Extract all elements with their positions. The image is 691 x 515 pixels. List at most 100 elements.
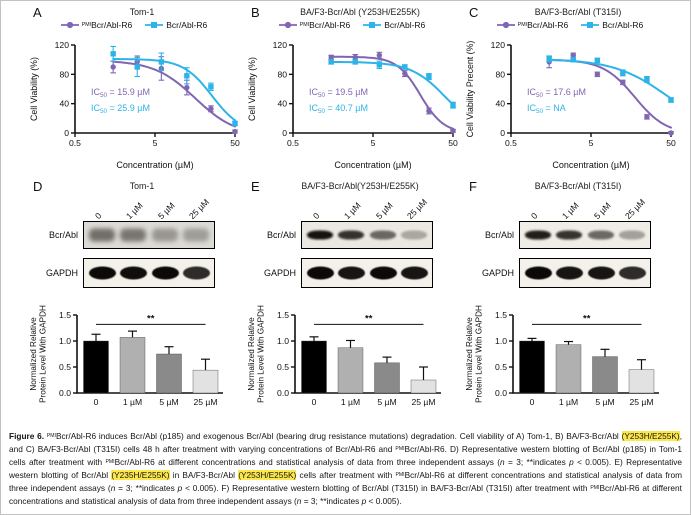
caption-segment: = 3; **indicates	[504, 457, 570, 467]
data-point	[110, 64, 116, 70]
blot-membrane	[301, 258, 433, 288]
svg-text:120: 120	[491, 40, 506, 50]
blot-row-label: GAPDH	[481, 268, 514, 278]
bar-category-label: 1 µM	[559, 397, 578, 407]
bar-category-label: 25 µM	[629, 397, 653, 407]
bar	[410, 379, 437, 394]
ic50-annotation: IC50 = 19.5 µM	[309, 87, 368, 99]
caption-segment: PMI	[395, 471, 405, 478]
data-point	[184, 84, 190, 91]
x-axis-label: Concentration (µM)	[116, 160, 193, 170]
bar	[192, 369, 219, 394]
legend-label: Bcr/Abl-R6	[602, 20, 644, 30]
panel-e: E BA/F3-Bcr/Abl(Y253H/E255K) 0 1 µM 5 µM 25…	[245, 179, 459, 429]
protein-band	[525, 230, 551, 240]
y-axis-label: Cell Viability Precent (%)	[465, 41, 475, 138]
lane-label: 1 µM	[342, 200, 363, 221]
bar-chart: 0.0 0.5 1.0 1.5 0 1 µM 5 µM 25 µM ** Normalized R…	[27, 297, 241, 427]
panel-letter: D	[33, 179, 43, 194]
blot-row: GAPDH	[27, 258, 241, 288]
caption-segment: Bcr/Abl-R6. D) Representative western bl…	[9, 444, 682, 467]
significance-label: **	[583, 313, 591, 324]
western-blot: 0 1 µM 5 µM 25 µM Bcr/Abl GAPDH	[27, 192, 241, 288]
x-axis-label: Concentration (µM)	[334, 160, 411, 170]
bar-category-label: 1 µM	[341, 397, 360, 407]
bar	[628, 369, 655, 394]
svg-text:40: 40	[59, 99, 69, 109]
bar	[301, 340, 327, 394]
panel-b: B BA/F3-Bcr/Abl (Y253H/E255K) PMIBcr/Abl…	[245, 5, 459, 175]
svg-text:0: 0	[282, 128, 287, 138]
panel-e-header: E BA/F3-Bcr/Abl(Y253H/E255K)	[245, 179, 459, 194]
svg-text:50: 50	[666, 138, 676, 148]
ic50-annotation: IC50 = 15.9 µM	[91, 87, 150, 99]
dose-response-chart: 0 40 80 120 0.5 5 50 Cell Viability (%) Concentr…	[27, 31, 241, 171]
y-axis-label: Protein Level With GAPDH	[257, 305, 266, 403]
data-point	[402, 64, 408, 70]
caption-segment: (Y253H/E255K)	[238, 470, 297, 480]
blot-title: BA/F3-Bcr/Abl(Y253H/E255K)	[301, 181, 419, 191]
protein-band	[619, 230, 645, 240]
legend-item: Bcr/Abl-R6	[363, 20, 425, 30]
protein-band	[89, 228, 115, 242]
ic50-annotation: IC50 = 25.9 µM	[91, 103, 150, 115]
caption-segment: Figure 6.	[9, 431, 45, 441]
y-axis-label: Protein Level With GAPDH	[475, 305, 484, 403]
data-point	[594, 71, 601, 78]
legend-label: PMIBcr/Abl-R6	[81, 20, 133, 30]
blot-membrane	[83, 258, 215, 288]
plot-legend: PMIBcr/Abl-R6 Bcr/Abl-R6	[463, 19, 677, 31]
bar	[555, 344, 582, 394]
panel-d-header: D Tom-1	[27, 179, 241, 194]
bar	[337, 347, 364, 394]
bar-category-label: 25 µM	[411, 397, 435, 407]
svg-text:0.0: 0.0	[277, 388, 289, 398]
svg-text:0.5: 0.5	[277, 362, 289, 372]
data-point	[620, 79, 626, 86]
bar-category-label: 0	[530, 397, 535, 407]
western-blot: 0 1 µM 5 µM 25 µM Bcr/Abl GAPDH	[245, 192, 459, 288]
bar-category-label: 0	[94, 397, 99, 407]
data-point	[570, 56, 576, 63]
y-axis-label: Protein Level With GAPDH	[39, 305, 48, 403]
svg-text:120: 120	[55, 40, 70, 50]
data-point	[134, 64, 140, 70]
panel-letter: A	[33, 5, 42, 20]
protein-band	[369, 230, 396, 240]
square-marker-icon	[145, 22, 164, 28]
legend-label: PMIBcr/Abl-R6	[517, 20, 569, 30]
svg-text:1.0: 1.0	[495, 336, 507, 346]
caption-segment: , and C) BA/F3-Bcr/Abl (T315I) cells 48 …	[9, 431, 682, 454]
svg-text:120: 120	[273, 40, 288, 50]
blot-row: Bcr/Abl	[463, 221, 677, 249]
caption-segment: PMI	[105, 458, 115, 465]
svg-text:80: 80	[277, 69, 287, 79]
lane-label: 1 µM	[560, 200, 581, 221]
svg-text:5: 5	[371, 138, 376, 148]
blot-row: GAPDH	[245, 258, 459, 288]
data-point	[352, 59, 358, 65]
caption-segment: < 0.005). F) Representative western blot…	[182, 483, 591, 493]
fit-curve	[330, 55, 454, 130]
svg-text:1.5: 1.5	[277, 310, 289, 320]
significance-label: **	[365, 313, 373, 324]
fit-curve	[112, 58, 236, 122]
svg-text:0.5: 0.5	[495, 362, 507, 372]
panel-title: BA/F3-Bcr/Abl (Y253H/E255K)	[300, 7, 420, 17]
caption-segment: n	[110, 483, 116, 493]
svg-text:50: 50	[230, 138, 240, 148]
fit-curve	[548, 58, 672, 100]
bar	[156, 353, 182, 394]
caption-segment: Bcr/Abl-R6 at different concentrations a…	[114, 457, 501, 467]
caption-segment: PMI	[46, 432, 56, 439]
protein-band	[183, 266, 210, 280]
lane-label: 1 µM	[124, 200, 145, 221]
panel-f-header: F BA/F3-Bcr/Abl (T315I)	[463, 179, 677, 194]
blot-row: Bcr/Abl	[245, 221, 459, 249]
legend-item: PMIBcr/Abl-R6	[60, 20, 133, 30]
data-point	[328, 54, 334, 61]
ic50-annotation: IC50 = NA	[527, 103, 566, 115]
y-axis-label: Cell Viability (%)	[29, 57, 39, 121]
lane-label: 0	[310, 210, 322, 221]
bar-category-label: 5 µM	[377, 397, 396, 407]
